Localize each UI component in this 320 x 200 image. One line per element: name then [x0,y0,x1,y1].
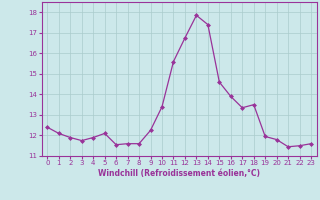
X-axis label: Windchill (Refroidissement éolien,°C): Windchill (Refroidissement éolien,°C) [98,169,260,178]
